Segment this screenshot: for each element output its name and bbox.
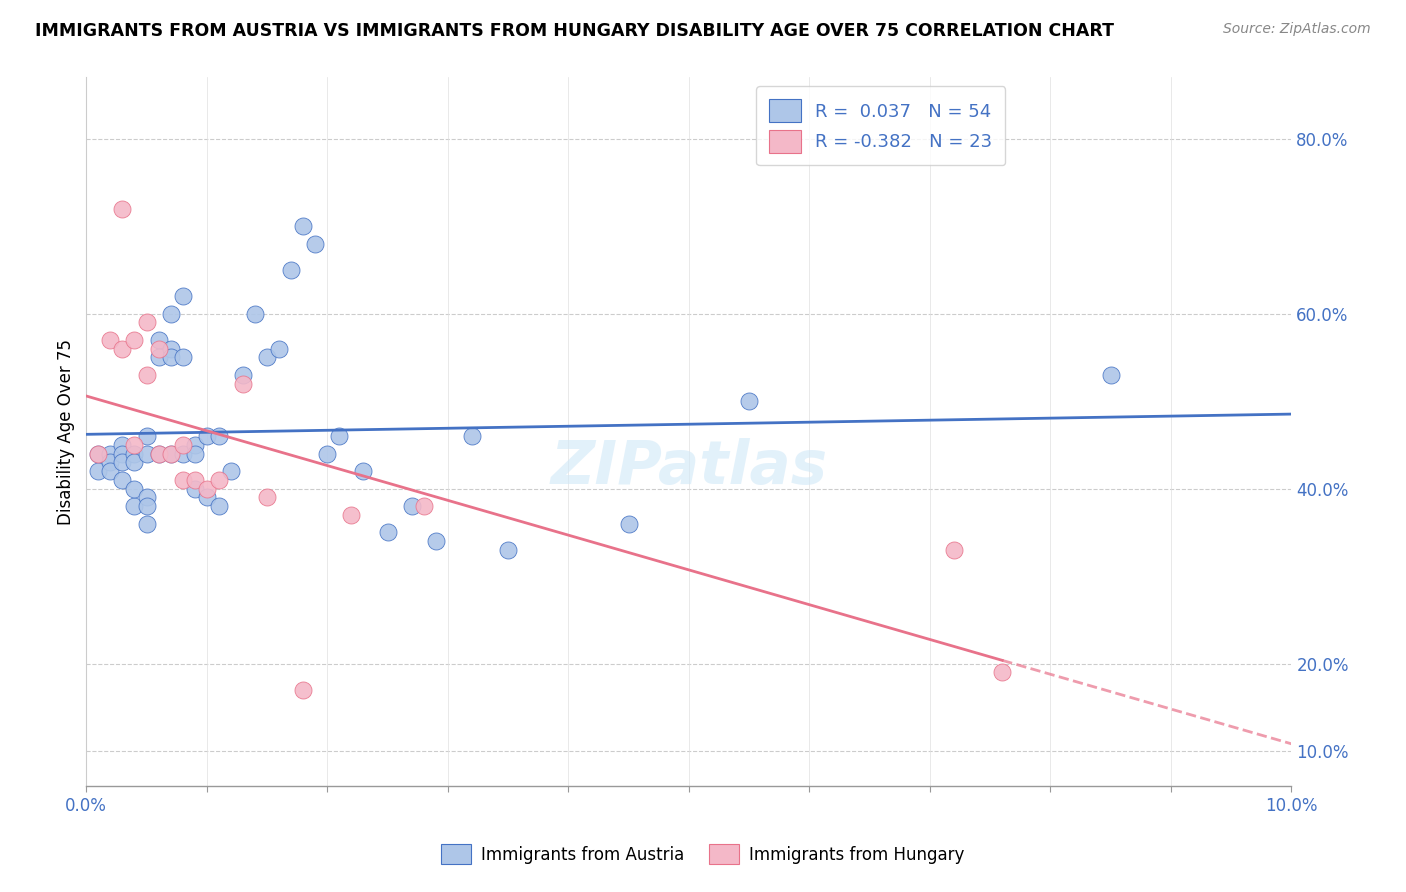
Point [111,438,134,452]
Text: IMMIGRANTS FROM AUSTRIA VS IMMIGRANTS FROM HUNGARY DISABILITY AGE OVER 75 CORREL: IMMIGRANTS FROM AUSTRIA VS IMMIGRANTS FR… [35,22,1114,40]
Point [135,491,157,505]
Point [124,438,146,452]
Point [111,473,134,487]
Point [135,429,157,443]
Point [159,307,181,321]
Point [412,499,434,513]
Point [219,464,242,478]
Point [292,219,315,234]
Point [148,447,170,461]
Point [232,368,254,382]
Point [148,342,170,356]
Point [208,473,231,487]
Point [124,447,146,461]
Point [111,455,134,469]
Point [184,438,207,452]
Point [124,482,146,496]
Point [256,491,278,505]
Point [159,351,181,365]
Point [232,376,254,391]
Point [280,263,302,277]
Point [124,499,146,513]
Point [172,351,194,365]
Point [87,464,110,478]
Point [172,289,194,303]
Point [159,447,181,461]
Point [124,333,146,347]
Point [316,447,339,461]
Point [377,525,399,540]
Point [401,499,423,513]
Text: Source: ZipAtlas.com: Source: ZipAtlas.com [1223,22,1371,37]
Point [461,429,484,443]
Point [184,482,207,496]
Point [172,438,194,452]
Legend: Immigrants from Austria, Immigrants from Hungary: Immigrants from Austria, Immigrants from… [434,838,972,871]
Point [111,447,134,461]
Point [148,333,170,347]
Point [135,516,157,531]
Point [159,447,181,461]
Point [148,447,170,461]
Point [87,447,110,461]
Point [269,342,291,356]
Point [208,499,231,513]
Point [943,542,966,557]
Point [195,482,218,496]
Point [100,464,122,478]
Point [738,394,761,409]
Point [208,429,231,443]
Point [184,473,207,487]
Point [184,447,207,461]
Point [135,315,157,329]
Point [425,534,447,549]
Point [172,473,194,487]
Point [111,342,134,356]
Point [496,542,519,557]
Point [195,429,218,443]
Point [135,447,157,461]
Legend: R =  0.037   N = 54, R = -0.382   N = 23: R = 0.037 N = 54, R = -0.382 N = 23 [756,87,1005,165]
Point [304,236,326,251]
Y-axis label: Disability Age Over 75: Disability Age Over 75 [58,339,75,524]
Point [340,508,363,522]
Point [172,447,194,461]
Point [256,351,278,365]
Point [124,455,146,469]
Point [148,351,170,365]
Point [328,429,350,443]
Point [135,368,157,382]
Point [159,342,181,356]
Point [100,447,122,461]
Point [243,307,266,321]
Point [100,455,122,469]
Point [991,665,1014,680]
Point [292,682,315,697]
Point [111,202,134,216]
Point [87,447,110,461]
Text: ZIPatlas: ZIPatlas [550,438,828,497]
Point [135,499,157,513]
Point [195,491,218,505]
Point [617,516,640,531]
Point [353,464,375,478]
Point [100,333,122,347]
Point [1099,368,1122,382]
